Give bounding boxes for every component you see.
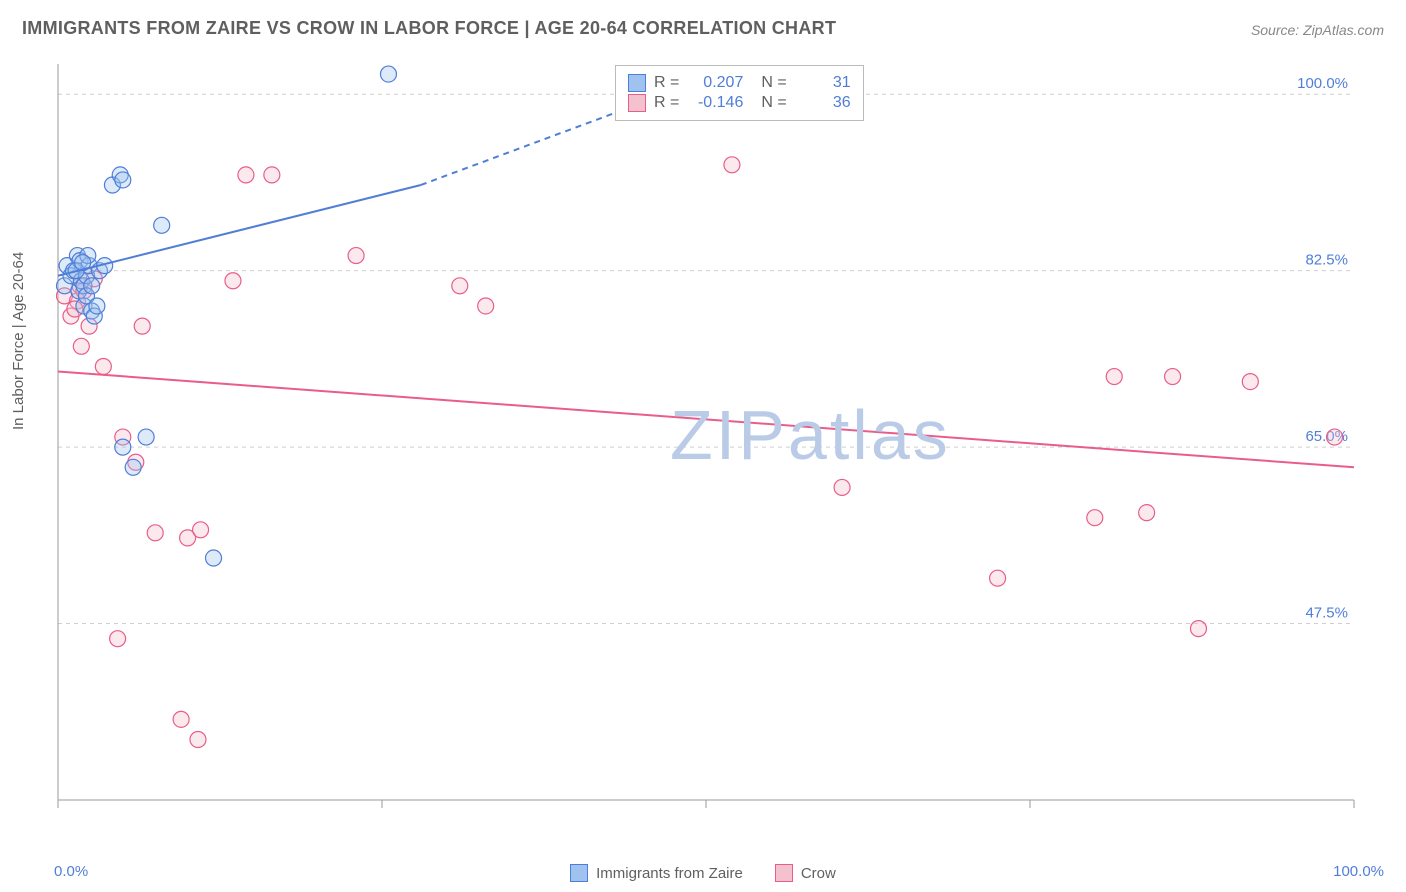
legend-label-crow: Crow [801,865,836,882]
r-label: R = [654,74,679,92]
data-point [478,298,494,314]
data-point [452,278,468,294]
data-point [134,318,150,334]
source-label: Source: ZipAtlas.com [1251,22,1384,38]
data-point [173,711,189,727]
series-legend: Immigrants from Zaire Crow [0,864,1406,882]
n-value: 36 [795,94,851,112]
correlation-legend-row: R = -0.146 N = 36 [628,94,851,112]
y-axis-label: In Labor Force | Age 20-64 [10,252,27,430]
data-point [834,479,850,495]
data-point [115,172,131,188]
chart-svg: 47.5%65.0%82.5%100.0% [54,60,1374,830]
data-point [84,278,100,294]
data-point [225,273,241,289]
legend-swatch [628,74,646,92]
x-axis-origin-label: 0.0% [54,863,88,880]
correlation-legend-row: R = 0.207 N = 31 [628,74,851,92]
data-point [125,459,141,475]
n-value: 31 [795,74,851,92]
source-name: ZipAtlas.com [1303,22,1384,38]
chart-plot-area: 47.5%65.0%82.5%100.0% [54,60,1374,830]
data-point [1327,429,1343,445]
data-point [348,248,364,264]
data-point [193,522,209,538]
data-point [1242,374,1258,390]
data-point [990,570,1006,586]
legend-swatch [628,94,646,112]
r-value: -0.146 [687,94,743,112]
data-point [1165,369,1181,385]
data-point [264,167,280,183]
legend-swatch-zaire [570,864,588,882]
legend-item-zaire: Immigrants from Zaire [570,864,743,882]
trend-line [58,185,421,276]
y-tick-label: 47.5% [1305,605,1348,622]
data-point [206,550,222,566]
data-point [154,217,170,233]
x-axis-max-label: 100.0% [1333,863,1384,880]
data-point [89,298,105,314]
data-point [147,525,163,541]
data-point [138,429,154,445]
data-point [1087,510,1103,526]
data-point [95,358,111,374]
r-value: 0.207 [687,74,743,92]
data-point [110,631,126,647]
source-prefix: Source: [1251,22,1303,38]
correlation-legend: R = 0.207 N = 31 R = -0.146 N = 36 [615,65,864,121]
y-tick-label: 82.5% [1305,252,1348,269]
chart-title: IMMIGRANTS FROM ZAIRE VS CROW IN LABOR F… [22,18,836,39]
data-point [190,732,206,748]
legend-swatch-crow [775,864,793,882]
y-tick-label: 100.0% [1297,75,1348,92]
data-point [724,157,740,173]
data-point [1106,369,1122,385]
legend-label-zaire: Immigrants from Zaire [596,865,743,882]
trend-line [58,372,1354,468]
data-point [238,167,254,183]
data-point [115,439,131,455]
data-point [73,338,89,354]
data-point [1190,621,1206,637]
n-label: N = [761,94,786,112]
r-label: R = [654,94,679,112]
data-point [1139,505,1155,521]
legend-item-crow: Crow [775,864,836,882]
n-label: N = [761,74,786,92]
data-point [380,66,396,82]
